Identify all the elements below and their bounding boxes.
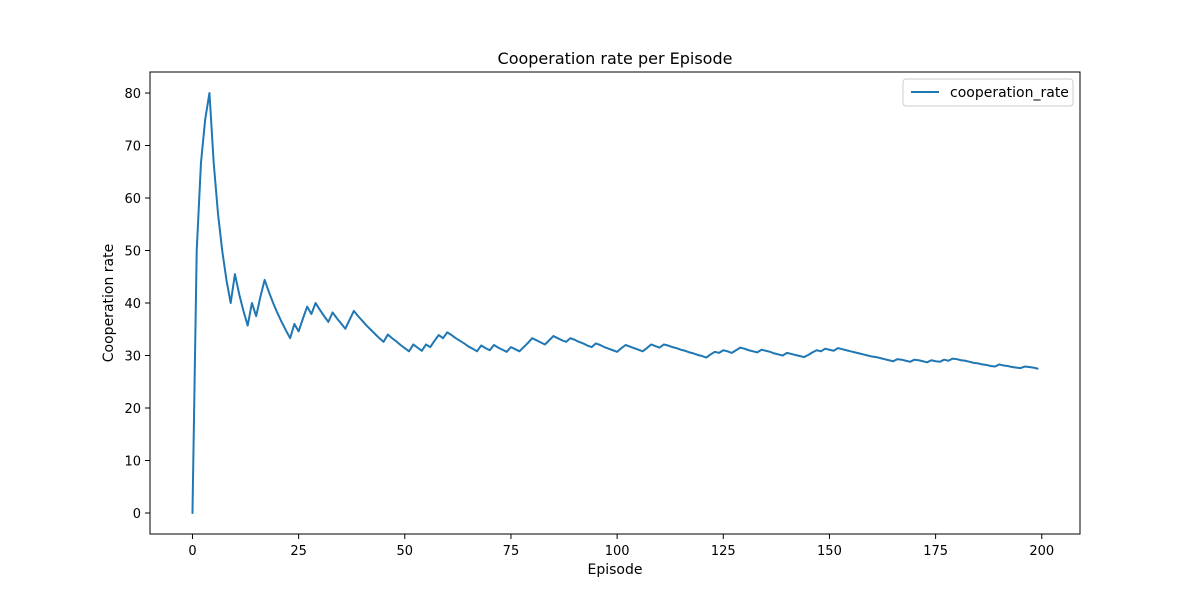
x-tick-label: 0 xyxy=(188,544,196,559)
legend-box xyxy=(902,78,1074,107)
x-tick-label: 125 xyxy=(711,544,736,559)
legend-label: cooperation_rate xyxy=(950,85,1069,101)
plot-frame xyxy=(149,71,1081,535)
x-tick-label: 100 xyxy=(605,544,630,559)
ticks-layer: 0 25 50 75 100 125 150 175 200 0 10 20 30 40 50 60 70 80 xyxy=(124,87,1054,559)
y-tick-label: 70 xyxy=(124,140,141,155)
y-tick-label: 80 xyxy=(124,87,141,102)
plot-area xyxy=(150,72,1080,534)
chart-title: Cooperation rate per Episode xyxy=(498,49,733,68)
y-tick-label: 40 xyxy=(124,297,141,312)
y-tick-label: 50 xyxy=(124,245,141,260)
y-axis-label: Cooperation rate xyxy=(101,244,117,362)
x-tick-label: 200 xyxy=(1029,544,1054,559)
y-tick-label: 30 xyxy=(124,350,141,365)
y-tick-label: 20 xyxy=(124,402,141,417)
legend: cooperation_rate xyxy=(902,78,1074,107)
y-tick-label: 10 xyxy=(124,455,141,470)
x-tick-label: 50 xyxy=(397,544,414,559)
x-tick-label: 150 xyxy=(817,544,842,559)
x-axis-label: Episode xyxy=(588,562,643,578)
x-tick-label: 175 xyxy=(923,544,948,559)
series-line-cooperation_rate xyxy=(191,92,1039,514)
series-layer xyxy=(191,92,1039,514)
y-tick-label: 0 xyxy=(133,507,141,522)
y-tick-label: 60 xyxy=(124,192,141,207)
x-tick-label: 25 xyxy=(290,544,307,559)
x-tick-label: 75 xyxy=(503,544,520,559)
